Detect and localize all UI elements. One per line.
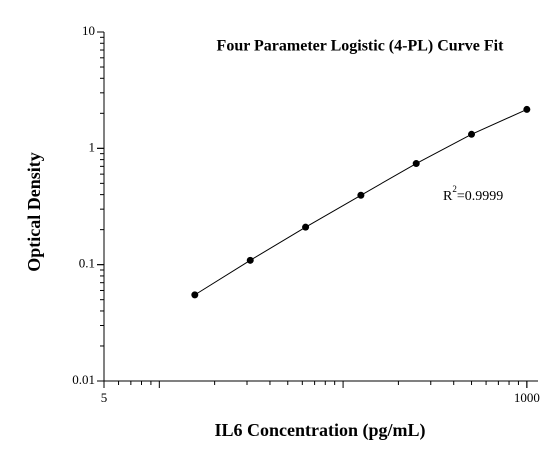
y-tick-label: 0.01 (72, 372, 95, 387)
x-tick-label: 1000 (514, 390, 540, 405)
point (191, 291, 199, 299)
x-axis-label: IL6 Concentration (pg/mL) (215, 420, 426, 441)
y-tick-label: 10 (82, 23, 95, 38)
point (412, 160, 420, 168)
y-tick-label: 0.1 (79, 256, 95, 271)
chart-title: Four Parameter Logistic (4-PL) Curve Fit (217, 38, 505, 55)
point (468, 130, 476, 138)
annotation: R2=0.9999 (443, 184, 503, 204)
annotation-base: R (443, 189, 453, 204)
point (302, 223, 310, 231)
y-tick-label: 1 (89, 139, 96, 154)
y-axis-label: Optical Density (24, 152, 44, 272)
annotation-rest: =0.9999 (457, 189, 503, 204)
point (523, 105, 531, 113)
annotation-sup: 2 (452, 184, 457, 194)
point (357, 191, 365, 199)
point (246, 256, 254, 264)
x-tick-label: 5 (101, 390, 108, 405)
